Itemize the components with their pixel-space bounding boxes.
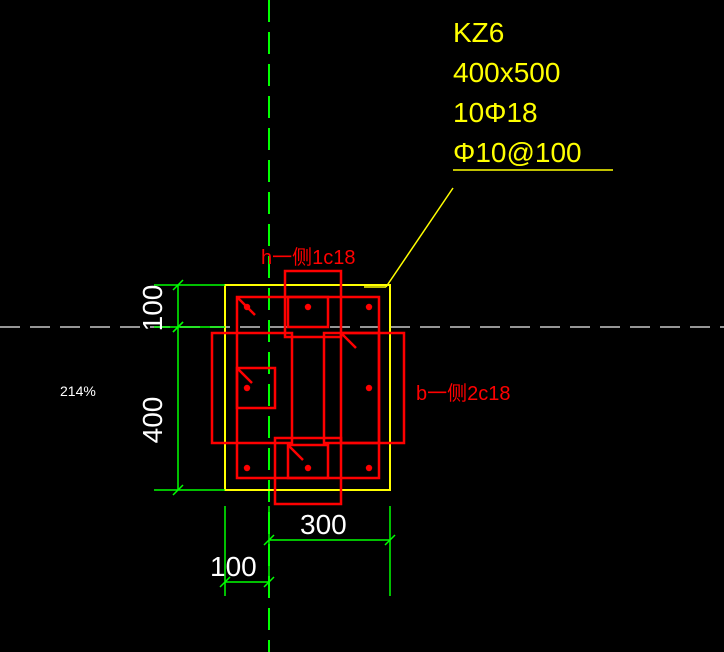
dim-value: 100 bbox=[137, 285, 168, 332]
rebar-dot bbox=[366, 465, 372, 471]
annotation-line-3: Φ10@100 bbox=[453, 137, 582, 168]
zoom-level: 214% bbox=[60, 383, 96, 399]
annotation-line-2: 10Φ18 bbox=[453, 97, 538, 128]
rebar-dot bbox=[244, 385, 250, 391]
rebar-dot bbox=[244, 304, 250, 310]
annotation-line-0: KZ6 bbox=[453, 17, 504, 48]
stirrup-inner bbox=[288, 297, 328, 327]
rebar-dot bbox=[366, 304, 372, 310]
label-b_side: b一侧2c18 bbox=[416, 382, 511, 405]
dim-value: 100 bbox=[210, 551, 257, 582]
markup-rect bbox=[324, 333, 404, 443]
rebar-dot bbox=[366, 385, 372, 391]
leader-line bbox=[386, 188, 453, 287]
dim-value: 400 bbox=[137, 397, 168, 444]
stirrup-hook bbox=[237, 368, 252, 383]
rebar-dot bbox=[244, 465, 250, 471]
stirrup-inner bbox=[341, 333, 379, 443]
stirrup-hook bbox=[341, 333, 356, 348]
rebar-dot bbox=[305, 465, 311, 471]
stirrup-outer bbox=[237, 297, 379, 478]
label-h_side: h一侧1c18 bbox=[261, 246, 356, 269]
dim-value: 300 bbox=[300, 509, 347, 540]
rebar-dot bbox=[305, 304, 311, 310]
annotation-line-1: 400x500 bbox=[453, 57, 560, 88]
stirrup-hook bbox=[288, 445, 303, 460]
